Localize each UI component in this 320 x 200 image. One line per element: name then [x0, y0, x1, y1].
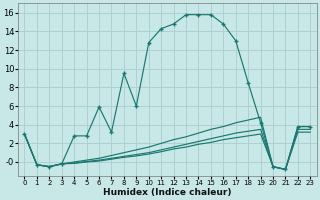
X-axis label: Humidex (Indice chaleur): Humidex (Indice chaleur) — [103, 188, 232, 197]
